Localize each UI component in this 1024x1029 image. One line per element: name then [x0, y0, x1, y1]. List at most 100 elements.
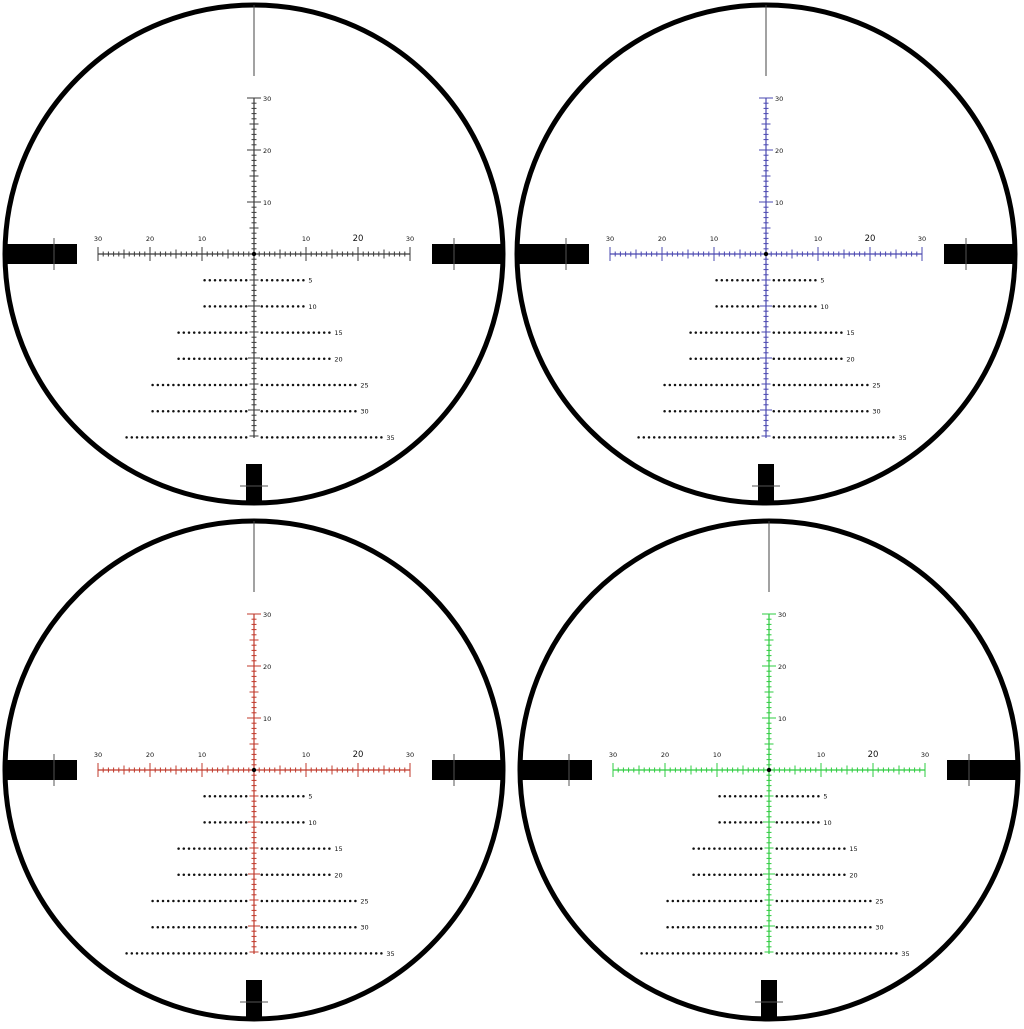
holdover-dot	[208, 821, 212, 824]
horizontal-scale-label-left: 10	[713, 751, 721, 759]
horizontal-scale-label-right: 10	[302, 751, 310, 759]
holdover-dot	[328, 331, 331, 334]
holdover-dot	[198, 383, 201, 387]
vertical-scale-label: 20	[263, 147, 271, 155]
holdover-dot	[229, 357, 232, 361]
holdover-dot	[296, 873, 300, 877]
holdover-dot	[791, 847, 794, 850]
holdover-dot	[203, 794, 206, 798]
holdover-dot	[798, 305, 802, 308]
holdover-dot	[198, 847, 201, 850]
holdover-dot	[668, 409, 672, 413]
holdover-dot	[239, 436, 243, 439]
holdover-dot	[276, 436, 279, 439]
holdover-label: 10	[820, 303, 828, 311]
holdover-dot	[218, 821, 222, 824]
holdover-dot	[187, 952, 191, 955]
holdover-dot	[889, 952, 893, 955]
holdover-dot	[244, 305, 248, 308]
holdover-dot	[291, 278, 295, 282]
holdover-dot	[208, 305, 212, 308]
holdover-dot	[203, 409, 206, 413]
holdover-dot	[845, 409, 848, 413]
holdover-label: 30	[360, 408, 368, 416]
holdover-dot	[834, 357, 838, 361]
holdover-dot	[213, 952, 217, 955]
holdover-dot	[281, 925, 284, 929]
holdover-dot	[265, 383, 269, 387]
holdover-dot	[733, 952, 737, 955]
holdover-dot	[777, 383, 781, 387]
holdover-dot	[260, 409, 264, 413]
holdover-dot	[866, 383, 869, 387]
holdover-dot	[239, 357, 243, 361]
holdover-dot	[720, 409, 724, 413]
holdover-dot	[782, 436, 786, 439]
holdover-dot	[817, 873, 820, 877]
holdover-dot	[772, 383, 776, 387]
holdover-dot	[182, 873, 186, 877]
holdover-dot	[796, 847, 799, 850]
holdover-dot	[728, 873, 732, 877]
holdover-dot	[730, 436, 734, 439]
holdover-dot	[229, 436, 232, 439]
holdover-dot	[291, 331, 295, 334]
holdover-dot	[733, 821, 737, 824]
holdover-dot	[291, 305, 295, 308]
center-dot	[251, 251, 257, 257]
holdover-dot	[687, 952, 690, 955]
holdover-dot	[239, 383, 243, 387]
holdover-dot	[840, 331, 843, 334]
holdover-dot	[798, 409, 802, 413]
holdover-dot	[244, 821, 248, 824]
holdover-dot	[317, 925, 321, 929]
holdover-dot	[270, 873, 274, 877]
horizontal-scale-label-right: 10	[302, 235, 310, 243]
right-thick-post	[432, 244, 504, 264]
holdover-dot	[751, 305, 755, 308]
holdover-dot	[775, 952, 779, 955]
holdover-dot	[756, 278, 760, 282]
holdover-dot	[125, 952, 128, 955]
holdover-dot	[317, 873, 321, 877]
holdover-dot	[808, 305, 812, 308]
holdover-dot	[380, 436, 383, 439]
holdover-dot	[689, 383, 692, 387]
holdover-dot	[260, 305, 264, 308]
holdover-row: 20	[689, 355, 855, 363]
holdover-dot	[192, 873, 196, 877]
holdover-dot	[785, 847, 789, 850]
holdover-dot	[270, 436, 274, 439]
holdover-dot	[788, 383, 791, 387]
holdover-dot	[296, 305, 300, 308]
holdover-dot	[858, 899, 862, 903]
holdover-dot	[777, 436, 781, 439]
holdover-dot	[718, 821, 721, 824]
holdover-dot	[281, 794, 284, 798]
holdover-dot	[736, 357, 739, 361]
holdover-dot	[140, 952, 144, 955]
holdover-dot	[814, 409, 817, 413]
holdover-dot	[756, 383, 760, 387]
holdover-label: 10	[308, 303, 316, 311]
holdover-dot	[312, 847, 316, 850]
holdover-dot	[260, 925, 264, 929]
holdover-dot	[182, 331, 186, 334]
holdover-dot	[793, 331, 796, 334]
holdover-dot	[728, 794, 732, 798]
holdover-label: 35	[898, 434, 906, 442]
bottom-thick-post	[761, 980, 777, 1020]
holdover-dot	[723, 794, 727, 798]
holdover-dot	[239, 925, 243, 929]
holdover-dot	[192, 331, 196, 334]
holdover-dot	[338, 436, 342, 439]
holdover-dot	[697, 847, 701, 850]
holdover-dot	[343, 409, 347, 413]
holdover-dot	[307, 436, 310, 439]
holdover-dot	[265, 899, 269, 903]
holdover-dot	[749, 925, 753, 929]
holdover-dot	[741, 278, 744, 282]
holdover-row: 35	[637, 434, 907, 442]
holdover-dot	[834, 436, 838, 439]
holdover-dot	[798, 278, 802, 282]
